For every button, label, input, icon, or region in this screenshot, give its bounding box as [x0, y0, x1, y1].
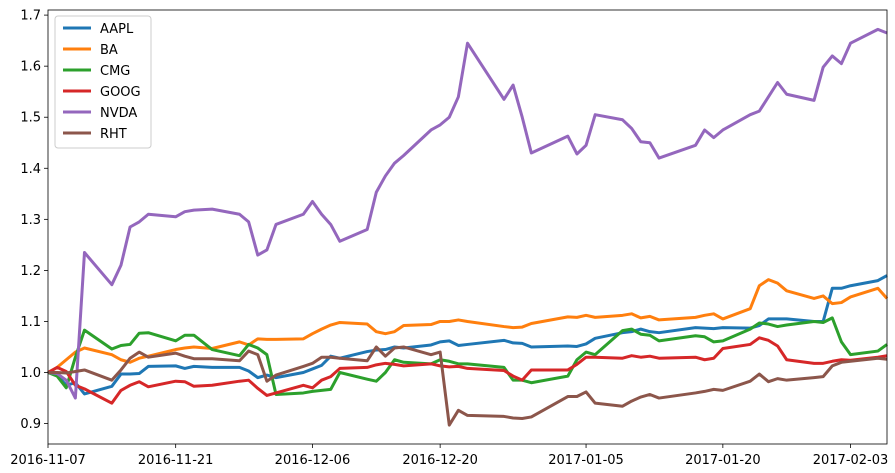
- y-tick-label: 1.0: [20, 366, 41, 381]
- x-tick-label: 2017-02-03: [813, 453, 889, 468]
- y-tick-label: 1.7: [20, 9, 41, 24]
- y-tick-label: 1.1: [20, 315, 41, 330]
- legend-label-aapl: AAPL: [100, 22, 134, 37]
- series-line-rht: [48, 345, 888, 427]
- series-lines: [47, 27, 889, 427]
- series-line-cmg: [47, 316, 888, 396]
- y-tick-label: 1.3: [20, 213, 41, 228]
- series-line-goog: [47, 336, 888, 405]
- x-tick-label: 2017-01-20: [685, 453, 761, 468]
- legend-label-goog: GOOG: [100, 85, 141, 100]
- x-axis: 2016-11-07 2016-11-21 2016-12-06 2016-12-20…: [10, 444, 888, 468]
- legend-label-ba: BA: [100, 43, 118, 58]
- x-tick-label: 2016-12-06: [275, 453, 351, 468]
- y-tick-label: 1.4: [20, 162, 41, 177]
- plot-area-frame: [47, 9, 888, 445]
- x-tick-label: 2017-01-05: [548, 453, 624, 468]
- x-tick-label: 2016-11-07: [10, 453, 86, 468]
- x-tick-label: 2016-11-21: [138, 453, 214, 468]
- y-tick-label: 1.5: [20, 111, 41, 126]
- y-tick-label: 1.2: [20, 264, 41, 279]
- x-tick-label: 2016-12-20: [402, 453, 478, 468]
- legend-label-rht: RHT: [100, 127, 127, 142]
- legend: AAPL BA CMG GOOG NVDA RHT: [54, 15, 152, 149]
- y-axis: 0.9 1.0 1.1 1.2 1.3 1.4 1.5 1.6 1.7: [20, 9, 48, 432]
- legend-label-nvda: NVDA: [100, 106, 137, 121]
- y-tick-label: 1.6: [20, 60, 41, 75]
- legend-label-cmg: CMG: [100, 64, 130, 79]
- y-tick-label: 0.9: [20, 417, 41, 432]
- series-line-ba: [47, 278, 889, 374]
- series-line-nvda: [47, 27, 888, 400]
